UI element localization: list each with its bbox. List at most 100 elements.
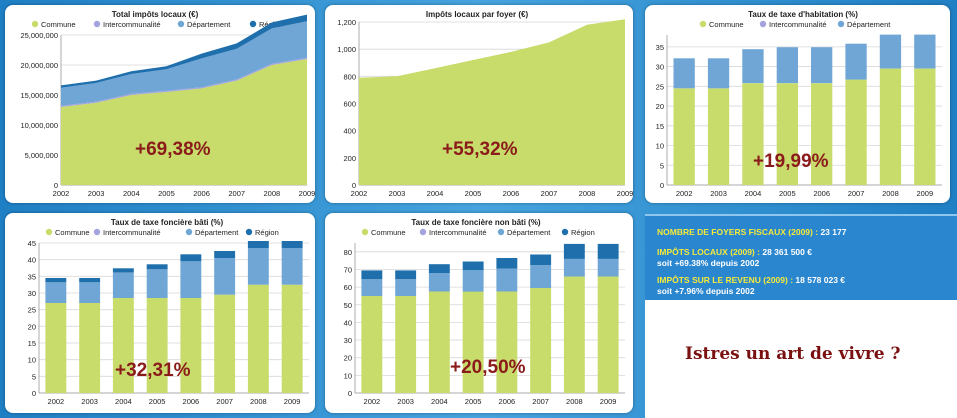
bar-segment-commune xyxy=(914,68,936,185)
bar-segment-departement xyxy=(395,279,417,296)
y-tick-label: 20,000,000 xyxy=(20,61,58,70)
y-tick-label: 25,000,000 xyxy=(20,31,58,40)
y-tick-label: 1,200 xyxy=(337,18,356,27)
bar-segment-departement xyxy=(45,282,67,303)
bar-segment-commune xyxy=(146,298,168,393)
info-impots: IMPÔTS LOCAUX (2009) : 28 361 500 € xyxy=(657,247,812,257)
x-tick-label: 2002 xyxy=(351,189,368,198)
bar-segment-commune xyxy=(879,68,902,185)
x-tick-label: 2009 xyxy=(284,397,301,406)
big-percent-label: +32,31% xyxy=(115,360,191,381)
legend-marker-departement xyxy=(185,228,193,236)
y-tick-label: 15,000,000 xyxy=(20,91,58,100)
slogan-text: Istres un art de vivre ? xyxy=(685,344,901,364)
bar-segment-region xyxy=(462,261,484,271)
x-tick-label: 2006 xyxy=(813,189,830,198)
y-tick-label: 25 xyxy=(656,82,664,91)
x-tick-label: 2005 xyxy=(158,189,175,198)
bar-segment-departement xyxy=(563,258,585,277)
y-tick-label: 10 xyxy=(28,356,36,365)
big-percent-label: +55,32% xyxy=(442,139,518,160)
bar-segment-departement xyxy=(247,248,269,285)
chart-impots-par-foyer: Impôts locaux par foyer (€) 0 200 400 600 800… xyxy=(337,10,633,198)
area-series-region xyxy=(61,14,307,88)
bar-segment-commune xyxy=(45,303,67,393)
bar-segment-region xyxy=(530,254,552,266)
bar-segment-region xyxy=(180,254,202,262)
bar-segment-region xyxy=(247,241,269,248)
legend-label-departement: Département xyxy=(195,228,239,237)
chart-title: Taux de taxe foncière bâti (%) xyxy=(111,218,224,227)
x-tick-label: 2003 xyxy=(710,189,727,198)
bar-segment-commune xyxy=(742,83,764,185)
y-tick-label: 5,000,000 xyxy=(25,151,58,160)
bar-segment-departement xyxy=(79,282,101,303)
bar-segment-departement xyxy=(530,265,552,288)
bar-segment-departement xyxy=(428,273,450,292)
legend-marker-intercommunalite xyxy=(93,20,101,28)
x-tick-label: 2003 xyxy=(397,397,414,406)
y-tick-label: 5 xyxy=(32,372,36,381)
x-tick-label: 2005 xyxy=(149,397,166,406)
legend-marker-region xyxy=(245,228,253,236)
chart-panel-impots-par-foyer: Impôts locaux par foyer (€) 0 200 400 600 800… xyxy=(325,5,633,203)
legend-label-intercommunalite: Intercommunalité xyxy=(769,20,827,29)
y-tick-label: 80 xyxy=(344,248,352,257)
y-tick-label: 60 xyxy=(344,283,352,292)
legend-label-departement: Département xyxy=(507,228,551,237)
legend-label-region: Région xyxy=(571,228,595,237)
x-tick-label: 2004 xyxy=(745,189,762,198)
x-tick-label: 2005 xyxy=(465,189,482,198)
legend-marker-region xyxy=(249,20,257,28)
y-tick-label: 45 xyxy=(28,239,36,248)
info-revenu-label: IMPÔTS SUR LE REVENU (2009) : xyxy=(657,275,794,285)
chart-title: Impôts locaux par foyer (€) xyxy=(426,10,529,19)
big-percent-label: +19,99% xyxy=(753,151,829,172)
info-revenu-value: 18 578 023 € xyxy=(795,275,846,285)
slogan-box: Istres un art de vivre ? xyxy=(645,300,957,418)
big-percent-label: +69,38% xyxy=(135,139,211,160)
chart-taxe-habitation: Taux de taxe d'habitation (%) Commune Inte… xyxy=(656,10,942,198)
info-foyers-value: 23 177 xyxy=(820,227,847,237)
bar-segment-departement xyxy=(496,268,518,292)
x-tick-label: 2009 xyxy=(600,397,617,406)
y-tick-label: 30 xyxy=(344,336,352,345)
x-tick-label: 2004 xyxy=(431,397,448,406)
x-tick-label: 2006 xyxy=(503,189,520,198)
x-tick-label: 2006 xyxy=(499,397,516,406)
y-tick-label: 400 xyxy=(343,127,356,136)
legend-marker-intercommunalite xyxy=(759,20,767,28)
legend-label-intercommunalite: Intercommunalité xyxy=(103,228,161,237)
bar-segment-commune xyxy=(811,83,833,185)
info-foyers-label: NOMBRE DE FOYERS FISCAUX (2009) : xyxy=(657,227,819,237)
chart-panel-total-impots: Total impôts locaux (€) Commune Intercommu… xyxy=(5,5,315,203)
bar-segment-commune xyxy=(361,295,383,393)
y-tick-label: 0 xyxy=(352,181,356,190)
bar-segment-departement xyxy=(673,58,695,89)
chart-panel-taxe-habitation: Taux de taxe d'habitation (%) Commune Inte… xyxy=(645,5,950,203)
x-tick-label: 2004 xyxy=(123,189,140,198)
bar-segment-region xyxy=(79,278,101,283)
x-tick-label: 2006 xyxy=(193,189,210,198)
x-tick-label: 2002 xyxy=(676,189,693,198)
y-tick-label: 70 xyxy=(344,265,352,274)
bar-segment-region xyxy=(214,251,236,258)
legend-marker-commune xyxy=(361,228,369,236)
bar-segment-region xyxy=(361,270,383,280)
chart-fonciere-non-bati: Taux de taxe foncière non bâti (%) Commun… xyxy=(344,218,625,406)
x-tick-label: 2005 xyxy=(779,189,796,198)
x-tick-label: 2008 xyxy=(882,189,899,198)
y-tick-label: 25 xyxy=(28,306,36,315)
x-tick-label: 2003 xyxy=(389,189,406,198)
info-revenu: IMPÔTS SUR LE REVENU (2009) : 18 578 023… xyxy=(657,275,845,285)
chart-panel-fonciere-bati: Taux de taxe foncière bâti (%) Commune Int… xyxy=(5,213,315,413)
legend-label-commune: Commune xyxy=(709,20,744,29)
legend-marker-departement xyxy=(497,228,505,236)
bar-segment-departement xyxy=(914,34,936,69)
bar-segment-commune xyxy=(673,88,695,185)
legend-marker-intercommunalite xyxy=(93,228,101,236)
legend-label-departement: Département xyxy=(187,20,231,29)
bar-segment-departement xyxy=(361,279,383,296)
y-tick-label: 20 xyxy=(344,354,352,363)
x-tick-label: 2007 xyxy=(848,189,865,198)
